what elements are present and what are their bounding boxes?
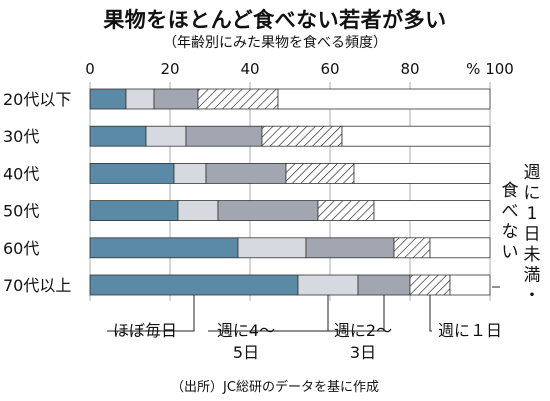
legend-label-line: 週に2〜 bbox=[334, 321, 392, 340]
chart-source: （出所）JC総研のデータを基に作成 bbox=[171, 380, 379, 395]
bar-segment bbox=[125, 88, 155, 110]
bar-segment bbox=[89, 162, 175, 184]
bar-segment bbox=[197, 88, 279, 110]
legend-label-line: 週に１日 bbox=[438, 321, 502, 340]
x-tick-label: % 100 bbox=[466, 60, 514, 78]
bar-segment bbox=[373, 200, 491, 222]
category-label: 30代 bbox=[3, 127, 39, 146]
legend-label-line: 3日 bbox=[350, 343, 376, 362]
x-tick-label: 20 bbox=[160, 60, 179, 78]
legend-label-line: ほぼ毎日 bbox=[113, 321, 177, 340]
bar-segment bbox=[177, 200, 219, 222]
bar-segment bbox=[449, 274, 491, 296]
legend-leader-line bbox=[429, 295, 432, 332]
bar-segment bbox=[277, 88, 491, 110]
category-label: 50代 bbox=[3, 202, 39, 221]
bar-segment bbox=[237, 237, 307, 259]
bar-segment bbox=[409, 274, 451, 296]
bar-segment bbox=[89, 274, 299, 296]
bar-segment bbox=[357, 274, 411, 296]
category-label: 20代以下 bbox=[3, 90, 71, 109]
bar-segment bbox=[317, 200, 375, 222]
legend-label-line: 5日 bbox=[233, 343, 259, 362]
legend-right-char: 日 bbox=[524, 225, 541, 245]
bar-segment bbox=[353, 162, 491, 184]
bar-segment bbox=[173, 162, 207, 184]
category-label: 60代 bbox=[3, 239, 39, 258]
legend-right-char: 週 bbox=[524, 163, 541, 183]
bar-segment bbox=[393, 237, 431, 259]
legend-label-line: 週に4〜 bbox=[217, 321, 275, 340]
bar-segment bbox=[285, 162, 355, 184]
chart-subtitle: （年齢別にみた果物を食べる頻度） bbox=[163, 35, 387, 51]
bar-segment bbox=[217, 200, 319, 222]
x-tick-label: 80 bbox=[400, 60, 419, 78]
legend-leader-line bbox=[325, 295, 385, 332]
legend-leader-line bbox=[107, 295, 195, 332]
bar-segment bbox=[89, 237, 239, 259]
bar-segment bbox=[205, 162, 287, 184]
bar-segment bbox=[297, 274, 359, 296]
x-tick-label: 60 bbox=[320, 60, 339, 78]
x-tick-label: 0 bbox=[85, 60, 95, 78]
legend-right-char: べ bbox=[502, 202, 519, 222]
legend-right-char: な bbox=[502, 222, 519, 242]
bar-segment bbox=[145, 125, 187, 147]
category-label: 70代以上 bbox=[3, 276, 71, 295]
bar-segment bbox=[89, 200, 179, 222]
legend-right-char: 未 bbox=[524, 245, 541, 265]
category-label: 40代 bbox=[3, 164, 39, 183]
legend-right-char: に bbox=[524, 184, 541, 204]
bar-segment bbox=[429, 237, 491, 259]
bar-segment bbox=[89, 125, 147, 147]
legend-right-char: ・ bbox=[524, 286, 541, 306]
bar-segment bbox=[261, 125, 343, 147]
bar-segment bbox=[305, 237, 395, 259]
x-tick-label: 40 bbox=[240, 60, 259, 78]
bar-segment bbox=[89, 88, 127, 110]
legend-right-char: 1 bbox=[527, 204, 538, 224]
chart-title: 果物をほとんど食べない若者が多い bbox=[103, 8, 447, 32]
legend-right-char: 食 bbox=[502, 181, 519, 201]
bar-segment bbox=[153, 88, 199, 110]
bar-segment bbox=[185, 125, 263, 147]
bar-segment bbox=[341, 125, 491, 147]
legend-right-char: 満 bbox=[524, 266, 541, 286]
legend-right-char: い bbox=[502, 243, 519, 263]
